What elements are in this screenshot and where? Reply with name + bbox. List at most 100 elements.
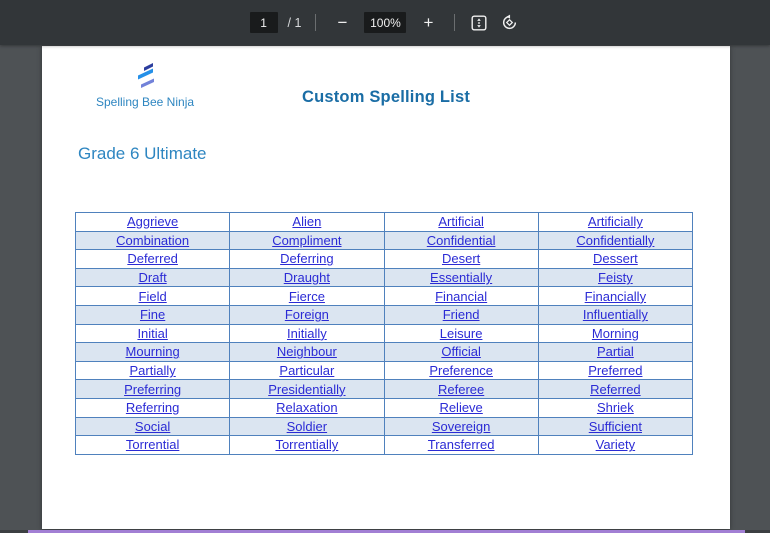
table-cell: Relaxation	[229, 397, 385, 418]
word-link[interactable]: Feisty	[598, 270, 633, 286]
word-link[interactable]: Referring	[125, 400, 180, 416]
table-cell: Transferred	[383, 435, 539, 455]
table-cell: Relieve	[383, 397, 539, 418]
table-cell: Presidentially	[229, 379, 385, 399]
table-cell: Deferring	[229, 249, 385, 269]
word-link[interactable]: Sovereign	[431, 418, 491, 434]
page-number-input[interactable]	[249, 12, 278, 33]
table-cell: Official	[383, 342, 539, 362]
table-cell: Partially	[74, 360, 231, 381]
word-link[interactable]: Influentially	[582, 307, 648, 323]
word-link[interactable]: Variety	[595, 437, 636, 453]
table-cell: Dessert	[537, 249, 694, 269]
word-link[interactable]: Initial	[137, 325, 168, 341]
word-link[interactable]: Shriek	[596, 400, 634, 416]
pdf-toolbar: / 1 − 100% +	[0, 0, 770, 45]
table-cell: Deferred	[74, 249, 231, 269]
zoom-level-display: 100%	[364, 12, 407, 33]
word-link[interactable]: Essentially	[430, 270, 493, 286]
word-link[interactable]: Torrential	[125, 437, 180, 453]
word-link[interactable]: Referred	[590, 381, 641, 397]
rotate-button[interactable]	[499, 12, 520, 33]
word-link[interactable]: Confidentially	[576, 232, 655, 248]
table-cell: Foreign	[229, 304, 385, 325]
word-link[interactable]: Relaxation	[276, 400, 338, 416]
word-link[interactable]: Confidential	[426, 232, 496, 248]
word-link[interactable]: Fierce	[288, 288, 325, 304]
word-link[interactable]: Morning	[591, 325, 639, 341]
table-row: Fine Foreign Friend Influentially	[74, 304, 694, 325]
word-link[interactable]: Preferring	[124, 381, 182, 397]
word-link[interactable]: Mourning	[125, 344, 180, 360]
table-row: Field Fierce Financial Financially	[74, 286, 694, 306]
fit-to-page-button[interactable]	[469, 13, 489, 33]
table-cell: Neighbour	[229, 342, 385, 362]
word-link[interactable]: Financial	[435, 288, 488, 304]
word-link[interactable]: Compliment	[272, 232, 342, 248]
table-cell: Influentially	[537, 304, 694, 325]
word-link[interactable]: Deferring	[280, 251, 334, 267]
table-cell: Confidential	[383, 230, 539, 251]
spelling-bee-ninja-logo: Spelling Bee Ninja	[75, 60, 215, 109]
word-link[interactable]: Torrentially	[275, 437, 339, 453]
table-row: Preferring Presidentially Referee Referred	[74, 379, 694, 399]
word-link[interactable]: Presidentially	[268, 381, 346, 397]
word-link[interactable]: Soldier	[286, 418, 328, 434]
word-link[interactable]: Artificial	[438, 214, 484, 230]
table-cell: Fierce	[229, 286, 385, 306]
word-link[interactable]: Referee	[438, 381, 485, 397]
word-link[interactable]: Initially	[287, 325, 327, 341]
word-link[interactable]: Desert	[441, 251, 481, 267]
word-link[interactable]: Alien	[292, 214, 322, 230]
toolbar-divider	[454, 14, 456, 31]
word-table: Aggrieve Alien Artificial Artificially Combi…	[74, 212, 694, 455]
rotate-counterclockwise-icon	[501, 14, 518, 31]
word-link[interactable]: Relieve	[439, 400, 483, 416]
table-cell: Financially	[537, 286, 694, 306]
table-row: Social Soldier Sovereign Sufficient	[74, 416, 694, 437]
word-link[interactable]: Preferred	[588, 363, 643, 379]
word-link[interactable]: Draught	[283, 270, 330, 286]
table-cell: Referred	[537, 379, 694, 399]
table-cell: Shriek	[537, 397, 694, 418]
word-link[interactable]: Preference	[429, 363, 493, 379]
table-cell: Fine	[74, 304, 231, 325]
word-link[interactable]: Financially	[584, 288, 647, 304]
word-link[interactable]: Combination	[116, 232, 190, 248]
word-link[interactable]: Sufficient	[588, 418, 642, 434]
word-link[interactable]: Social	[134, 418, 171, 434]
word-link[interactable]: Transferred	[427, 437, 495, 453]
zoom-in-button[interactable]: +	[416, 11, 440, 35]
word-link[interactable]: Leisure	[439, 325, 483, 341]
word-link[interactable]: Fine	[139, 307, 166, 323]
table-row: Mourning Neighbour Official Partial	[74, 342, 694, 362]
spelling-bee-ninja-logo-icon	[132, 60, 158, 93]
word-link[interactable]: Draft	[138, 270, 167, 286]
table-cell: Artificially	[537, 212, 694, 232]
word-link[interactable]: Artificially	[587, 214, 643, 230]
word-link[interactable]: Aggrieve	[126, 214, 179, 230]
word-table-body: Aggrieve Alien Artificial Artificially Combi…	[74, 212, 694, 455]
table-cell: Compliment	[229, 230, 385, 251]
table-cell: Partial	[537, 342, 694, 362]
word-link[interactable]: Dessert	[592, 251, 638, 267]
table-cell: Friend	[383, 304, 539, 325]
zoom-out-button[interactable]: −	[330, 11, 354, 35]
table-cell: Alien	[229, 212, 385, 232]
table-row: Referring Relaxation Relieve Shriek	[74, 397, 694, 418]
word-link[interactable]: Neighbour	[276, 344, 337, 360]
word-link[interactable]: Partially	[129, 363, 176, 379]
table-row: Initial Initially Leisure Morning	[74, 323, 694, 344]
word-link[interactable]: Field	[138, 288, 167, 304]
word-link[interactable]: Friend	[442, 307, 480, 323]
table-cell: Morning	[537, 323, 694, 344]
table-cell: Desert	[383, 249, 539, 269]
word-link[interactable]: Partial	[596, 344, 634, 360]
word-link[interactable]: Particular	[279, 363, 335, 379]
word-link[interactable]: Foreign	[284, 307, 329, 323]
word-link[interactable]: Deferred	[127, 251, 178, 267]
word-link[interactable]: Official	[441, 344, 481, 360]
table-row: Torrential Torrentially Transferred Variety	[74, 435, 694, 455]
table-cell: Soldier	[229, 416, 385, 437]
grade-heading: Grade 6 Ultimate	[78, 144, 207, 163]
